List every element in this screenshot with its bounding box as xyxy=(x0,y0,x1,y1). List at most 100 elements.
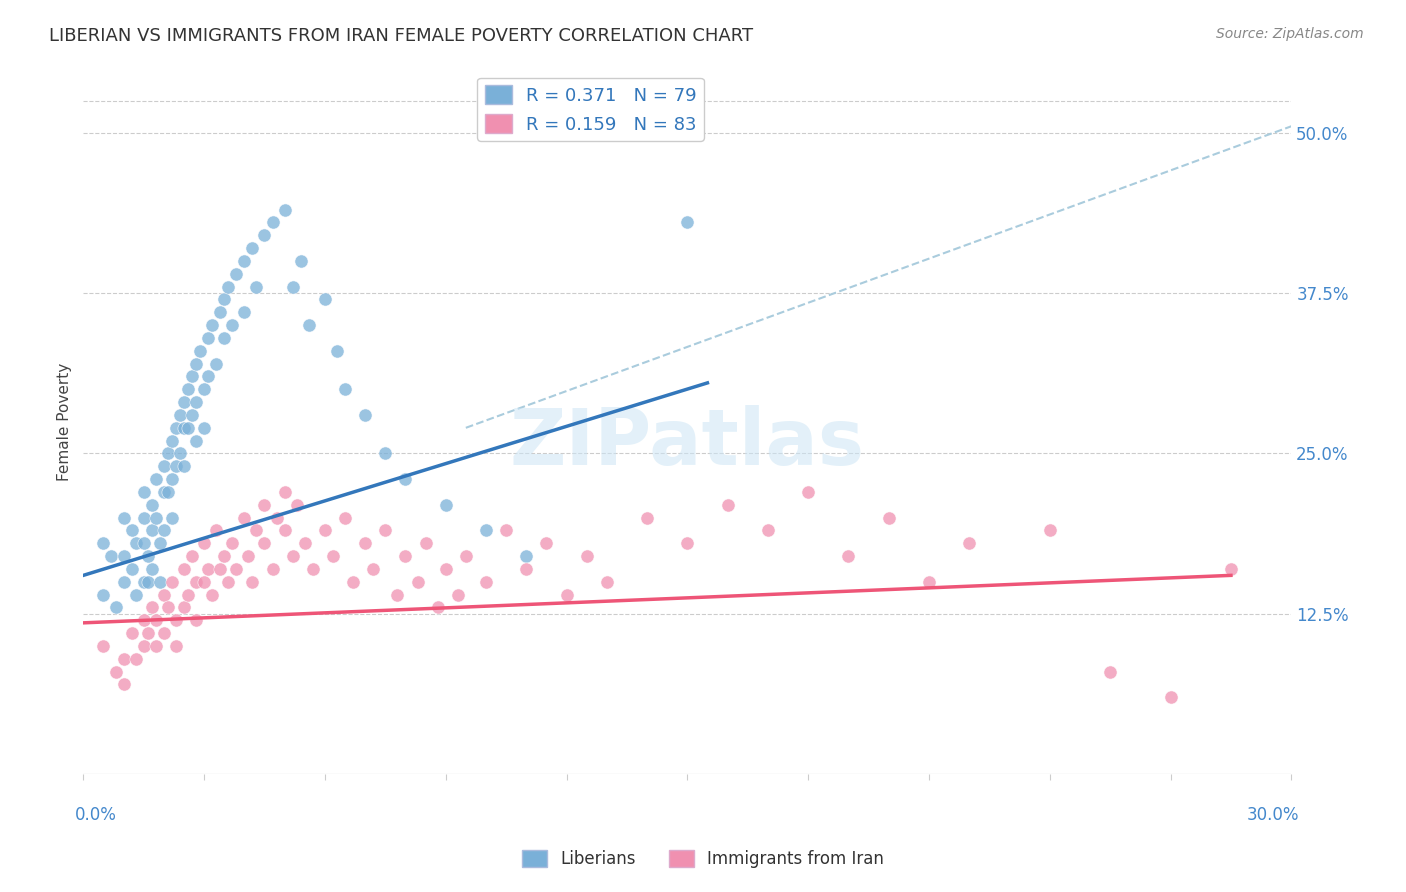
Point xyxy=(145,510,167,524)
Legend: Liberians, Immigrants from Iran: Liberians, Immigrants from Iran xyxy=(515,843,891,875)
Point xyxy=(221,536,243,550)
Point xyxy=(112,652,135,666)
Point xyxy=(177,382,200,396)
Point xyxy=(314,524,336,538)
Point xyxy=(141,498,163,512)
Point xyxy=(394,549,416,563)
Point xyxy=(1160,690,1182,705)
Point xyxy=(193,574,215,589)
Point xyxy=(145,639,167,653)
Point xyxy=(188,343,211,358)
Y-axis label: Female Poverty: Female Poverty xyxy=(58,362,72,481)
Point xyxy=(217,574,239,589)
Point xyxy=(184,434,207,448)
Point xyxy=(169,446,191,460)
Point xyxy=(156,600,179,615)
Point xyxy=(1039,524,1062,538)
Point xyxy=(153,626,176,640)
Point xyxy=(184,357,207,371)
Point xyxy=(515,562,537,576)
Point xyxy=(837,549,859,563)
Point xyxy=(233,254,256,268)
Point xyxy=(149,536,172,550)
Point xyxy=(238,549,260,563)
Point xyxy=(205,524,228,538)
Point xyxy=(354,536,377,550)
Point xyxy=(322,549,344,563)
Point xyxy=(160,434,183,448)
Point xyxy=(160,472,183,486)
Point xyxy=(193,536,215,550)
Point xyxy=(281,549,304,563)
Point xyxy=(245,279,267,293)
Point xyxy=(415,536,437,550)
Text: ZIPatlas: ZIPatlas xyxy=(510,405,865,481)
Point xyxy=(326,343,349,358)
Point xyxy=(197,369,219,384)
Point xyxy=(636,510,658,524)
Point xyxy=(93,639,115,653)
Point xyxy=(290,254,312,268)
Point xyxy=(285,498,308,512)
Point xyxy=(153,588,176,602)
Point xyxy=(242,241,264,255)
Point xyxy=(197,562,219,576)
Point xyxy=(797,485,820,500)
Point xyxy=(676,215,699,229)
Point xyxy=(201,588,224,602)
Point xyxy=(217,279,239,293)
Point xyxy=(173,421,195,435)
Point xyxy=(124,652,146,666)
Point xyxy=(253,498,276,512)
Point xyxy=(145,472,167,486)
Point xyxy=(756,524,779,538)
Point xyxy=(225,562,247,576)
Point xyxy=(495,524,517,538)
Point xyxy=(475,524,498,538)
Point xyxy=(877,510,900,524)
Legend: R = 0.371   N = 79, R = 0.159   N = 83: R = 0.371 N = 79, R = 0.159 N = 83 xyxy=(478,78,704,141)
Point xyxy=(177,588,200,602)
Point xyxy=(104,665,127,679)
Point xyxy=(221,318,243,333)
Point xyxy=(273,202,295,217)
Point xyxy=(555,588,578,602)
Point xyxy=(136,549,159,563)
Point xyxy=(273,485,295,500)
Point xyxy=(374,524,396,538)
Point xyxy=(132,613,155,627)
Point xyxy=(121,626,143,640)
Point xyxy=(173,600,195,615)
Point xyxy=(716,498,738,512)
Point xyxy=(184,395,207,409)
Point xyxy=(262,215,284,229)
Point xyxy=(173,395,195,409)
Point xyxy=(197,331,219,345)
Point xyxy=(273,524,295,538)
Point xyxy=(93,588,115,602)
Point xyxy=(177,421,200,435)
Point xyxy=(112,677,135,691)
Point xyxy=(141,562,163,576)
Point xyxy=(447,588,470,602)
Text: 30.0%: 30.0% xyxy=(1247,806,1299,824)
Point xyxy=(205,357,228,371)
Point xyxy=(132,574,155,589)
Point xyxy=(1099,665,1122,679)
Point xyxy=(160,574,183,589)
Text: Source: ZipAtlas.com: Source: ZipAtlas.com xyxy=(1216,27,1364,41)
Point xyxy=(153,524,176,538)
Point xyxy=(165,459,187,474)
Point xyxy=(957,536,980,550)
Point xyxy=(536,536,558,550)
Point xyxy=(93,536,115,550)
Point xyxy=(156,485,179,500)
Point xyxy=(918,574,941,589)
Point xyxy=(165,639,187,653)
Point xyxy=(253,228,276,243)
Point xyxy=(124,536,146,550)
Point xyxy=(475,574,498,589)
Point xyxy=(294,536,316,550)
Point xyxy=(112,574,135,589)
Point xyxy=(209,562,232,576)
